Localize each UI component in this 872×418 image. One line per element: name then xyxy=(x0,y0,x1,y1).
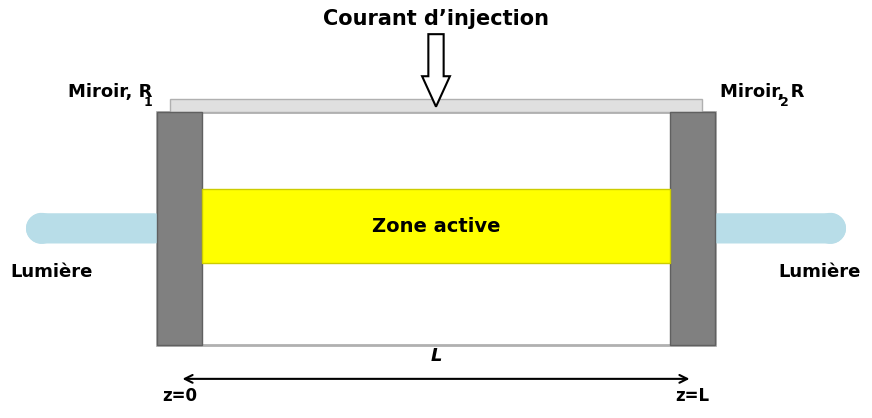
Text: Lumière: Lumière xyxy=(10,263,93,280)
Bar xyxy=(170,99,702,112)
Bar xyxy=(157,112,715,345)
Text: Zone active: Zone active xyxy=(371,217,501,235)
Text: 1: 1 xyxy=(143,96,152,109)
Text: Lumière: Lumière xyxy=(779,263,862,280)
Bar xyxy=(201,189,671,263)
Text: L: L xyxy=(430,347,442,365)
Text: Miroir, R: Miroir, R xyxy=(67,83,152,101)
Text: 2: 2 xyxy=(780,96,788,109)
Polygon shape xyxy=(422,34,450,107)
Bar xyxy=(671,112,715,345)
Text: z=L: z=L xyxy=(675,387,709,405)
Bar xyxy=(157,112,201,345)
Text: z=0: z=0 xyxy=(162,387,197,405)
Text: Courant d’injection: Courant d’injection xyxy=(323,9,549,29)
Text: Miroir, R: Miroir, R xyxy=(720,83,805,101)
